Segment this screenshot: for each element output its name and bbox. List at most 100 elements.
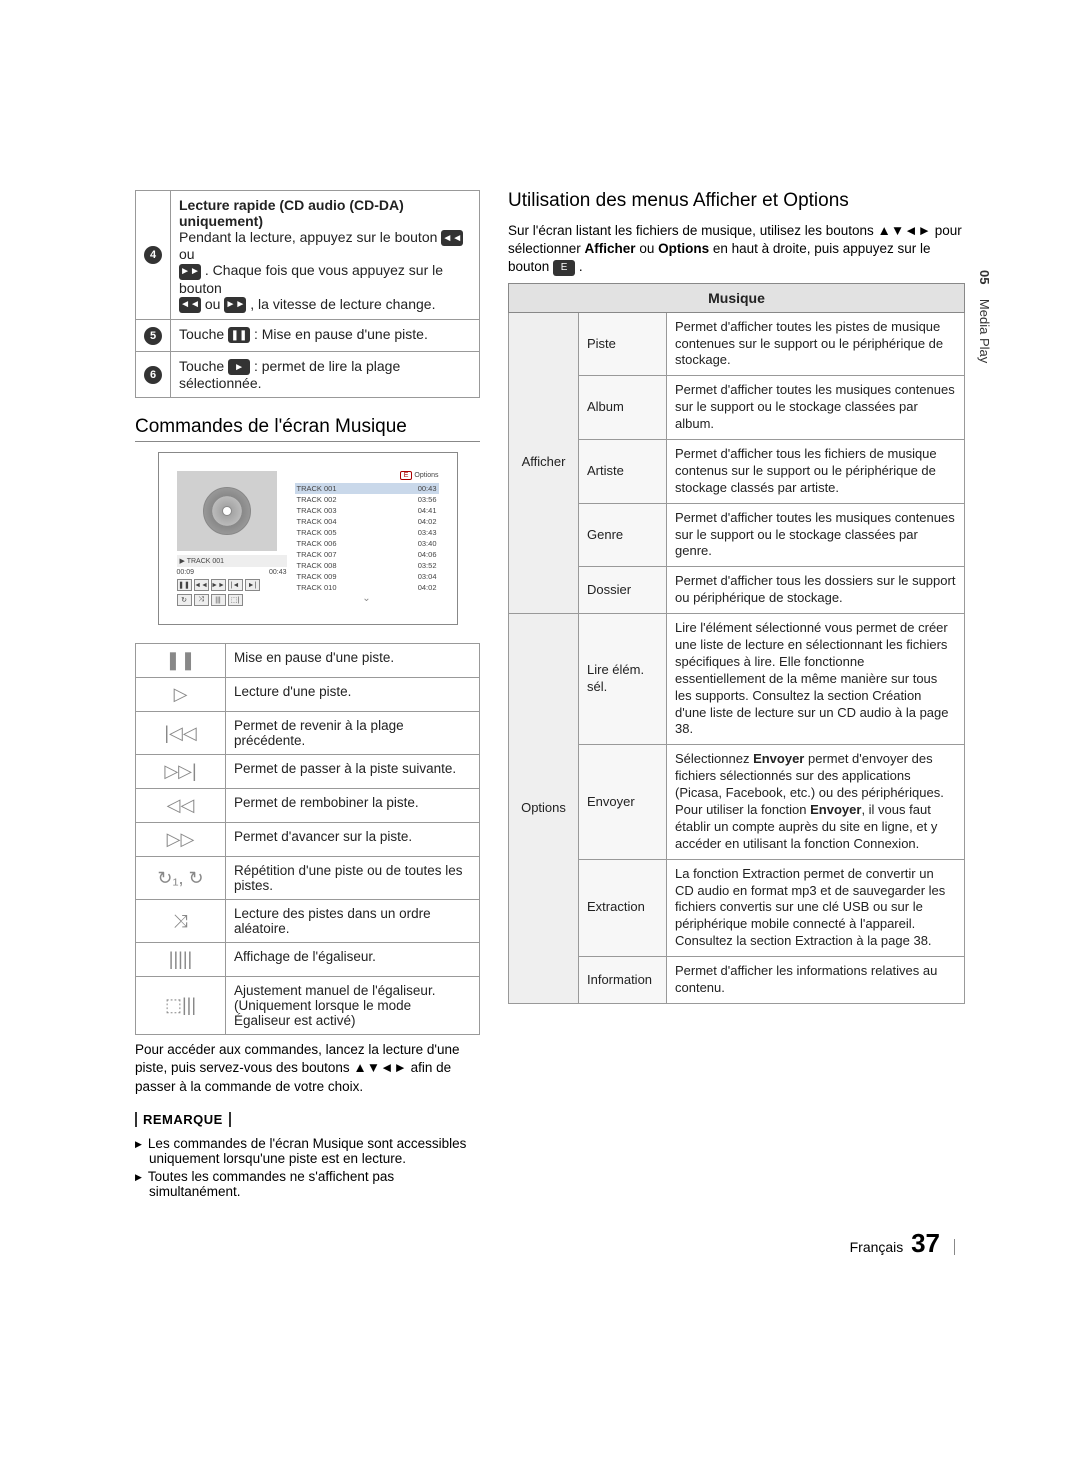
- pause-icon: ❚❚: [228, 327, 250, 343]
- options-key: Lire élém. sél.: [579, 614, 667, 745]
- control-desc: Affichage de l'égaliseur.: [226, 943, 480, 977]
- options-key: Extraction: [579, 859, 667, 956]
- album-art: [177, 471, 277, 551]
- track-row: TRACK 00603:40: [295, 538, 439, 549]
- row4-l1a: Pendant la lecture, appuyez sur le bouto…: [179, 229, 441, 245]
- control-icon: ↻₁, ↻: [136, 857, 226, 900]
- row4-l2b: ou: [205, 296, 224, 312]
- row4-l2a: . Chaque fois que vous appuyez sur le bo…: [179, 262, 443, 295]
- mini-controls: ❚❚ ◄◄ ►► |◄ ►|: [177, 579, 287, 591]
- afficher-desc: Permet d'afficher toutes les musiques co…: [667, 376, 965, 440]
- footer-lang: Français: [850, 1239, 904, 1255]
- menu-table: Musique AfficherPistePermet d'afficher t…: [508, 283, 965, 1004]
- num-5: 5: [144, 327, 162, 345]
- section1-title: Commandes de l'écran Musique: [135, 416, 480, 442]
- afficher-row: AfficherPistePermet d'afficher toutes le…: [509, 312, 965, 376]
- page-footer: Français 37: [135, 1228, 965, 1259]
- row4-cell: Lecture rapide (CD audio (CD-DA) uniquem…: [171, 191, 480, 320]
- page: 05 Media Play 4 Lecture rapide (CD audio…: [0, 0, 1080, 1319]
- left-column: 4 Lecture rapide (CD audio (CD-DA) uniqu…: [135, 190, 480, 1202]
- mini-eq2-icon: ⬚|: [228, 594, 243, 606]
- below-icons-text: Pour accéder aux commandes, lancez la le…: [135, 1041, 480, 1096]
- icons-row: |||||Affichage de l'égaliseur.: [136, 943, 480, 977]
- afficher-desc: Permet d'afficher tous les dossiers sur …: [667, 567, 965, 614]
- disc-icon: [203, 487, 251, 535]
- afficher-key: Genre: [579, 503, 667, 567]
- row6-cell: Touche ► : permet de lire la plage sélec…: [171, 351, 480, 397]
- rewind-icon: ◄◄: [179, 297, 201, 313]
- remarque-item: Toutes les commandes ne s'affichent pas …: [149, 1169, 480, 1199]
- forward-icon: ►►: [224, 297, 246, 313]
- right-column: Utilisation des menus Afficher et Option…: [508, 190, 965, 1202]
- mini-prev-icon: ◄◄: [194, 579, 209, 591]
- side-tab-label: Media Play: [977, 299, 992, 363]
- afficher-key: Dossier: [579, 567, 667, 614]
- total: 00:43: [269, 569, 287, 576]
- control-icon: ⤨: [136, 900, 226, 943]
- icons-row: ▷Lecture d'une piste.: [136, 678, 480, 712]
- elapsed: 00:09: [177, 569, 195, 576]
- mini-pause-icon: ❚❚: [177, 579, 192, 591]
- afficher-label: Afficher: [509, 312, 579, 613]
- icons-row: ▷▷Permet d'avancer sur la piste.: [136, 823, 480, 857]
- control-desc: Permet d'avancer sur la piste.: [226, 823, 480, 857]
- row4-title: Lecture rapide (CD audio (CD-DA) uniquem…: [179, 197, 404, 229]
- control-desc: Ajustement manuel de l'égaliseur. (Uniqu…: [226, 977, 480, 1035]
- icons-row: ◁◁Permet de rembobiner la piste.: [136, 789, 480, 823]
- footer-page: 37: [911, 1228, 940, 1258]
- afficher-key: Piste: [579, 312, 667, 376]
- right-intro: Sur l'écran listant les fichiers de musi…: [508, 222, 965, 277]
- mini-eq-icon: |||: [211, 594, 226, 606]
- control-desc: Lecture d'une piste.: [226, 678, 480, 712]
- control-icon: ◁◁: [136, 789, 226, 823]
- options-label: Options: [509, 614, 579, 1004]
- control-desc: Permet de revenir à la plage précédente.: [226, 712, 480, 755]
- forward-icon: ►►: [179, 264, 201, 280]
- icons-row: ⬚|||Ajustement manuel de l'égaliseur. (U…: [136, 977, 480, 1035]
- control-icon: |||||: [136, 943, 226, 977]
- mini-next-icon: ►►: [211, 579, 226, 591]
- row5a: Touche: [179, 326, 228, 342]
- mini-repeat-icon: ↻: [177, 594, 192, 606]
- enter-icon: E: [553, 260, 575, 276]
- rewind-icon: ◄◄: [441, 230, 463, 246]
- track-row: TRACK 00203:56: [295, 494, 439, 505]
- row5-cell: Touche ❚❚ : Mise en pause d'une piste.: [171, 319, 480, 351]
- track-row: TRACK 00903:04: [295, 571, 439, 582]
- options-desc: La fonction Extraction permet de convert…: [667, 859, 965, 956]
- control-icon: ▷: [136, 678, 226, 712]
- mini-skipb-icon: |◄: [228, 579, 243, 591]
- track-row: TRACK 00704:06: [295, 549, 439, 560]
- control-icon: |◁◁: [136, 712, 226, 755]
- options-row: OptionsLire élém. sél.Lire l'élément sél…: [509, 614, 965, 745]
- num-4: 4: [144, 246, 162, 264]
- num-6: 6: [144, 366, 162, 384]
- icons-row: ↻₁, ↻Répétition d'une piste ou de toutes…: [136, 857, 480, 900]
- icons-row: ▷▷|Permet de passer à la piste suivante.: [136, 755, 480, 789]
- control-desc: Lecture des pistes dans un ordre aléatoi…: [226, 900, 480, 943]
- remarque-item: Les commandes de l'écran Musique sont ac…: [149, 1136, 480, 1166]
- options-desc: Permet d'afficher les informations relat…: [667, 957, 965, 1004]
- row5b: : Mise en pause d'une piste.: [254, 326, 428, 342]
- afficher-desc: Permet d'afficher toutes les pistes de m…: [667, 312, 965, 376]
- side-tab-num: 05: [977, 270, 992, 284]
- track-row: TRACK 00503:43: [295, 527, 439, 538]
- track-row: TRACK 00803:52: [295, 560, 439, 571]
- control-desc: Permet de passer à la piste suivante.: [226, 755, 480, 789]
- track-row: TRACK 01004:02: [295, 582, 439, 593]
- options-desc: Lire l'élément sélectionné vous permet d…: [667, 614, 965, 745]
- current-track: ▶ TRACK 001: [177, 555, 287, 567]
- icons-row: ❚❚Mise en pause d'une piste.: [136, 644, 480, 678]
- control-desc: Permet de rembobiner la piste.: [226, 789, 480, 823]
- control-icon: ⬚|||: [136, 977, 226, 1035]
- track-list: TRACK 00100:43TRACK 00203:56TRACK 00304:…: [295, 483, 439, 593]
- track-row: TRACK 00304:41: [295, 505, 439, 516]
- remarque-header: REMARQUE: [135, 1112, 231, 1127]
- afficher-desc: Permet d'afficher toutes les musiques co…: [667, 503, 965, 567]
- mini-skipf-icon: ►|: [245, 579, 260, 591]
- remarques-list: Les commandes de l'écran Musique sont ac…: [135, 1136, 480, 1199]
- icons-row: ⤨Lecture des pistes dans un ordre aléato…: [136, 900, 480, 943]
- afficher-key: Artiste: [579, 440, 667, 504]
- menu-header: Musique: [509, 283, 965, 312]
- control-desc: Mise en pause d'une piste.: [226, 644, 480, 678]
